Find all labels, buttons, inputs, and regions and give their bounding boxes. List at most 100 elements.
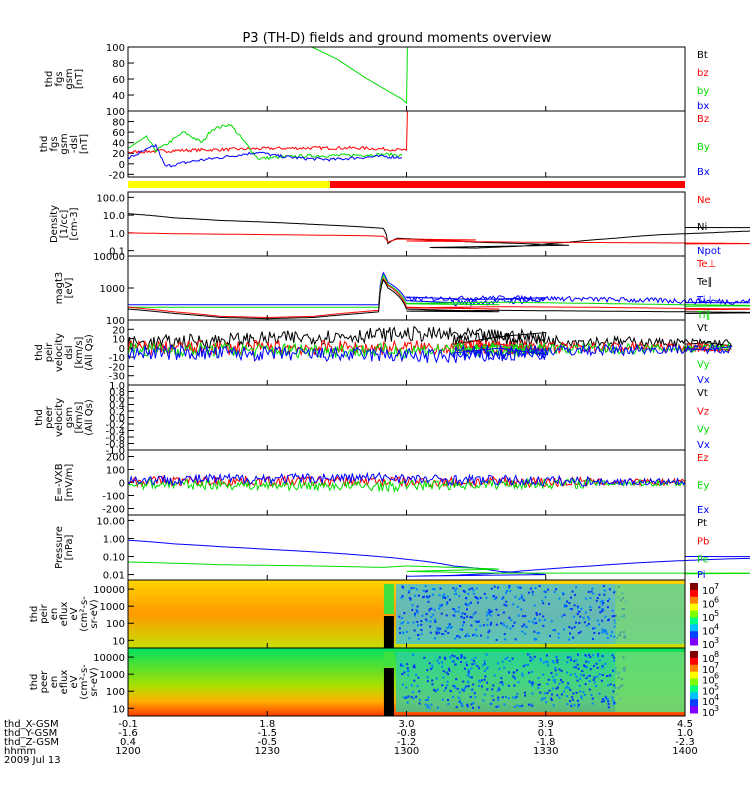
spectrogram-pixel	[501, 696, 504, 699]
spectrogram-pixel	[588, 688, 591, 691]
spectrogram-pixel	[563, 605, 566, 608]
spectrogram-pixel	[427, 696, 430, 699]
spectrogram-pixel	[591, 637, 594, 640]
spectrogram-pixel	[480, 634, 483, 637]
spectrogram-pixel	[503, 624, 506, 627]
spectrogram-pixel	[426, 706, 429, 709]
spectrogram-pixel	[568, 638, 571, 641]
spectrogram-pixel	[466, 674, 469, 677]
spectrogram-pixel	[575, 659, 578, 662]
y-tick-label: 10000	[93, 653, 125, 664]
data-gap	[383, 616, 394, 648]
y-tick-label: 10000	[93, 585, 125, 596]
colorbar-tick-label: 10	[702, 697, 715, 708]
x-annotation-value: 1230	[255, 746, 280, 757]
spectrogram-pixel	[446, 684, 449, 687]
spectrogram-pixel	[512, 603, 515, 606]
y-tick-label: -10	[109, 353, 125, 364]
spectrogram-pixel	[560, 669, 563, 672]
spectrogram-pixel	[613, 619, 616, 622]
spectrogram-pixel	[606, 632, 609, 635]
spectrogram-pixel	[498, 688, 501, 691]
spectrogram-pixel	[460, 702, 463, 705]
y-tick-label: 100	[106, 687, 125, 698]
spectrogram-pixel	[601, 655, 604, 658]
x-annotation-value: -2.3	[675, 737, 695, 748]
spectrogram-pixel	[585, 660, 588, 663]
spectrogram-pixel	[451, 660, 454, 663]
spectrogram-pixel	[415, 608, 418, 611]
y-axis-label-line: E=-VXB	[54, 463, 65, 501]
spectrogram-pixel	[556, 694, 559, 697]
legend-entry-By: By	[697, 142, 710, 153]
spectrogram-pixel	[477, 620, 480, 623]
spectrogram-pixel	[470, 616, 473, 619]
spectrogram-pixel	[576, 663, 579, 666]
spectrogram-pixel	[463, 617, 466, 620]
spectrogram-pixel	[399, 631, 402, 634]
colorbar-tick-exponent: 5	[714, 609, 719, 618]
spectrogram-pixel	[436, 706, 439, 709]
spectrogram-pixel	[529, 703, 532, 706]
spectrogram-pixel	[445, 671, 448, 674]
spectrogram-pixel	[533, 622, 536, 625]
spectrogram-pixel	[555, 588, 558, 591]
spectrogram-pixel	[537, 632, 540, 635]
legend-entry-Vt: Vt	[697, 388, 708, 399]
spectrogram-pixel	[569, 700, 572, 703]
spectrogram-pixel	[493, 674, 496, 677]
spectrogram-pixel	[558, 682, 561, 685]
spectrogram-pixel	[569, 608, 572, 611]
y-tick-label: 0	[119, 160, 125, 171]
spectrogram-pixel	[583, 664, 586, 667]
x-annotation-value: 1330	[533, 746, 558, 757]
spectrogram-pixel	[583, 693, 586, 696]
spectrogram-pixel	[542, 615, 545, 618]
y-tick-label: 10000	[93, 252, 125, 263]
spectrogram-pixel	[510, 619, 513, 622]
spectrogram-pixel	[446, 680, 449, 683]
spectrogram-pixel	[554, 666, 557, 669]
series-line-Pe	[128, 561, 750, 575]
spectrogram-pixel	[575, 675, 578, 678]
spectrogram-pixel	[584, 611, 587, 614]
x-annotation-label: thd_Y-GSM	[4, 728, 57, 739]
spectrogram-pixel	[531, 692, 534, 695]
spectrogram-pixel	[415, 673, 418, 676]
spectrogram-pixel	[492, 684, 495, 687]
spectrogram-pixel	[458, 636, 461, 639]
spectrogram-pixel	[588, 653, 591, 656]
spectrogram-pixel	[497, 687, 500, 690]
spectrogram-pixel	[398, 615, 401, 618]
spectrogram-pixel	[600, 610, 603, 613]
spectrogram-pixel	[612, 690, 615, 693]
spectrogram-pixel	[448, 669, 451, 672]
spectrogram-pixel	[417, 676, 420, 679]
spectrogram-pixel	[497, 662, 500, 665]
spectrogram-pixel	[551, 659, 554, 662]
spectrogram-pixel	[579, 690, 582, 693]
y-tick-label: 20	[112, 325, 125, 336]
spectrogram-pixel	[531, 593, 534, 596]
colorbar-segment	[690, 610, 698, 618]
legend-entry-Ni: Ni	[697, 222, 707, 233]
spectrogram-pixel	[497, 699, 500, 702]
y-axis-label-line: thd	[39, 136, 50, 153]
spectrogram-pixel	[431, 683, 434, 686]
y-axis-label-line: [km/s]	[74, 401, 85, 433]
y-axis-label-line: [nT]	[74, 69, 85, 89]
spectrogram-pixel	[613, 684, 616, 687]
spectrogram-pixel	[437, 662, 440, 665]
y-axis-label-line: en	[49, 676, 60, 689]
spectrogram-pixel	[431, 679, 434, 682]
spectrogram-pixel	[587, 622, 590, 625]
spectrogram-pixel	[517, 586, 520, 589]
y-axis-label-line: [nPa]	[64, 534, 75, 560]
spectrogram-pixel	[550, 620, 553, 623]
spectrogram-pixel	[556, 661, 559, 664]
x-annotation-value: -1.5	[257, 728, 277, 739]
spectrogram-pixel	[505, 695, 508, 698]
